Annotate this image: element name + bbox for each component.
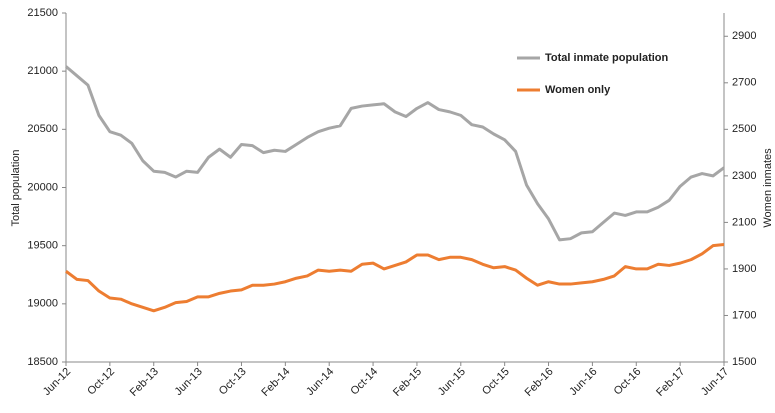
- y-tick-label: 19500: [27, 240, 58, 252]
- line-series: [65, 243, 725, 313]
- y-axis-label: Total population: [10, 149, 22, 226]
- x-tick-label: Oct-13: [217, 366, 249, 398]
- y2-axis-label: Women inmates: [762, 148, 774, 228]
- x-tick-label: Oct-14: [348, 366, 380, 398]
- x-tick-label: Jun-12: [41, 366, 73, 398]
- x-tick-label: Feb-15: [391, 366, 424, 399]
- x-tick-label: Feb-17: [654, 366, 687, 399]
- x-tick-label: Oct-12: [85, 366, 117, 398]
- y-tick-label: 21000: [27, 65, 58, 77]
- legend-label: Total inmate population: [545, 52, 669, 64]
- x-tick-label: Jun-17: [699, 366, 731, 398]
- x-tick-label: Feb-13: [128, 366, 161, 399]
- y2-tick-label: 1700: [732, 309, 756, 321]
- y2-tick-label: 2500: [732, 123, 756, 135]
- y-tick-label: 20000: [27, 181, 58, 193]
- x-tick-label: Jun-16: [567, 366, 599, 398]
- x-tick-label: Feb-16: [523, 366, 556, 399]
- x-tick-label: Feb-14: [259, 366, 292, 399]
- y-tick-label: 18500: [27, 356, 58, 368]
- legend-label: Women only: [545, 84, 611, 96]
- y2-tick-label: 2100: [732, 216, 756, 228]
- y-tick-label: 19000: [27, 298, 58, 310]
- y-tick-label: 21500: [27, 7, 58, 19]
- x-tick-label: Jun-13: [173, 366, 205, 398]
- line-series: [65, 65, 725, 242]
- x-tick-label: Jun-14: [304, 366, 336, 398]
- y2-tick-label: 2300: [732, 170, 756, 182]
- y2-tick-label: 2900: [732, 30, 756, 42]
- x-tick-label: Jun-15: [436, 366, 468, 398]
- y2-tick-label: 1500: [732, 356, 756, 368]
- y-tick-label: 20500: [27, 123, 58, 135]
- y2-tick-label: 1900: [732, 263, 756, 275]
- x-tick-label: Oct-16: [612, 366, 644, 398]
- y2-tick-label: 2700: [732, 77, 756, 89]
- x-tick-label: Oct-15: [480, 366, 512, 398]
